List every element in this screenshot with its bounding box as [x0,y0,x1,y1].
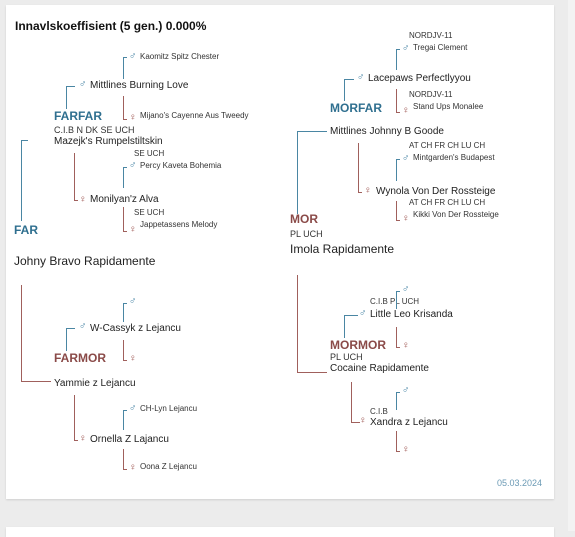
mormor-titles: PL UCH [330,352,363,362]
morfar-connector [297,131,298,214]
morfar-sire-sire-titles: NORDJV-11 [409,31,453,40]
pedigree-card: Innavlskoeffisient (5 gen.) 0.000% FAR J… [6,5,554,499]
male-icon: ♂ [402,43,410,54]
male-icon: ♂ [129,51,137,62]
farmor-label: FARMOR [54,351,106,365]
male-icon: ♂ [79,79,87,90]
morfar-label: MORFAR [330,101,382,115]
morfar-dam-sire-titles: AT CH FR CH LU CH [409,141,486,150]
mormor-name[interactable]: Cocaine Rapidamente [330,363,429,374]
farfar-label: FARFAR [54,109,102,123]
far-label: FAR [14,223,38,237]
next-card [6,527,554,537]
female-icon: ♀ [129,353,137,364]
mor-name[interactable]: Imola Rapidamente [290,242,395,256]
male-icon: ♂ [129,403,137,414]
mor-label: MOR [290,212,318,226]
mormor-dam-name[interactable]: Xandra z Lejancu [370,417,448,428]
farfar-dam-dam-titles: SE UCH [134,208,165,217]
mormor-dam-titles: C.I.B [370,407,388,416]
male-icon: ♂ [79,321,87,332]
far-connector [21,140,22,221]
farfar-sire-name[interactable]: Mittlines Burning Love [90,80,189,91]
male-icon: ♂ [402,385,410,396]
female-icon: ♀ [129,224,137,235]
farmor-dam-name[interactable]: Ornella Z Lajancu [90,434,169,445]
female-icon: ♀ [402,213,410,224]
female-icon: ♀ [79,433,87,444]
mormor-label: MORMOR [330,338,386,352]
morfar-sire-sire[interactable]: Tregai Clement [413,43,468,52]
mormor-sire-name[interactable]: Little Leo Krisanda [370,309,453,320]
farmor-dam-dam[interactable]: Oona Z Lejancu [140,462,197,471]
farmor-connector [21,285,22,381]
farmor-name[interactable]: Yammie z Lejancu [54,378,136,389]
morfar-dam-sire[interactable]: Mintgarden's Budapest [413,153,495,162]
female-icon: ♀ [402,444,410,455]
male-icon: ♂ [402,284,410,295]
morfar-dam-dam-titles: AT CH FR CH LU CH [409,198,486,207]
farmor-sire-name[interactable]: W-Cassyk z Lejancu [90,323,181,334]
farfar-dam-name[interactable]: Monilyan'z Alva [90,194,159,205]
male-icon: ♂ [402,153,410,164]
female-icon: ♀ [79,194,87,205]
morfar-dam-name[interactable]: Wynola Von Der Rossteige [376,186,496,197]
farfar-sire-dam[interactable]: Mijano's Cayenne Aus Tweedy [140,111,249,120]
male-icon: ♂ [357,72,365,83]
morfar-dam-dam[interactable]: Kikki Von Der Rossteige [413,210,499,219]
farfar-name[interactable]: Mazejk's Rumpelstiltskin [54,136,163,147]
female-icon: ♀ [402,105,410,116]
date-stamp: 05.03.2024 [497,478,543,488]
morfar-sire-dam-titles: NORDJV-11 [409,90,453,99]
scrollbar[interactable] [568,0,575,531]
farfar-dam-dam[interactable]: Jappetassens Melody [140,220,218,229]
male-icon: ♂ [129,160,137,171]
female-icon: ♀ [359,415,367,426]
mormor-sire-titles: C.I.B PL UCH [370,297,420,306]
female-icon: ♀ [129,112,137,123]
farfar-dam-sire[interactable]: Percy Kaveta Bohemia [140,161,222,170]
male-icon: ♂ [359,308,367,319]
farmor-dam-sire[interactable]: CH-Lyn Lejancu [140,404,198,413]
farfar-titles: C.I.B N DK SE UCH [54,125,135,135]
female-icon: ♀ [364,185,372,196]
morfar-sire-dam[interactable]: Stand Ups Monalee [413,102,484,111]
inbreeding-coefficient-title: Innavlskoeffisient (5 gen.) 0.000% [15,19,207,33]
farfar-sire-sire[interactable]: Kaomitz Spitz Chester [140,52,220,61]
farfar-dam-sire-titles: SE UCH [134,149,165,158]
mormor-connector [297,275,298,372]
far-name[interactable]: Johny Bravo Rapidamente [14,254,156,268]
morfar-name[interactable]: Mittlines Johnny B Goode [330,126,444,137]
male-icon: ♂ [129,296,137,307]
morfar-sire-name[interactable]: Lacepaws Perfectlyyou [368,73,471,84]
female-icon: ♀ [129,462,137,473]
mor-titles: PL UCH [290,229,323,239]
female-icon: ♀ [402,340,410,351]
